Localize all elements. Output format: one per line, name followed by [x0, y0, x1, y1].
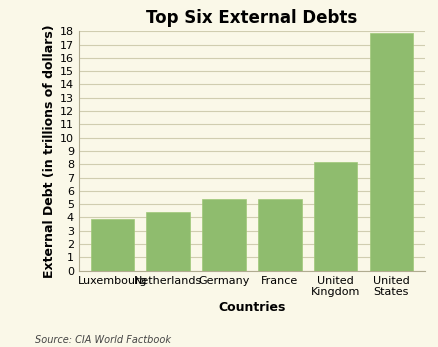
X-axis label: Countries: Countries: [218, 301, 286, 314]
Text: Source: CIA World Factbook: Source: CIA World Factbook: [35, 335, 171, 345]
Bar: [146, 212, 190, 271]
Bar: [258, 199, 301, 271]
Bar: [91, 219, 134, 271]
Bar: [370, 33, 413, 271]
Title: Top Six External Debts: Top Six External Debts: [146, 9, 357, 27]
Bar: [314, 162, 357, 271]
Bar: [202, 200, 246, 271]
Y-axis label: External Debt (in trillions of dollars): External Debt (in trillions of dollars): [42, 24, 56, 278]
